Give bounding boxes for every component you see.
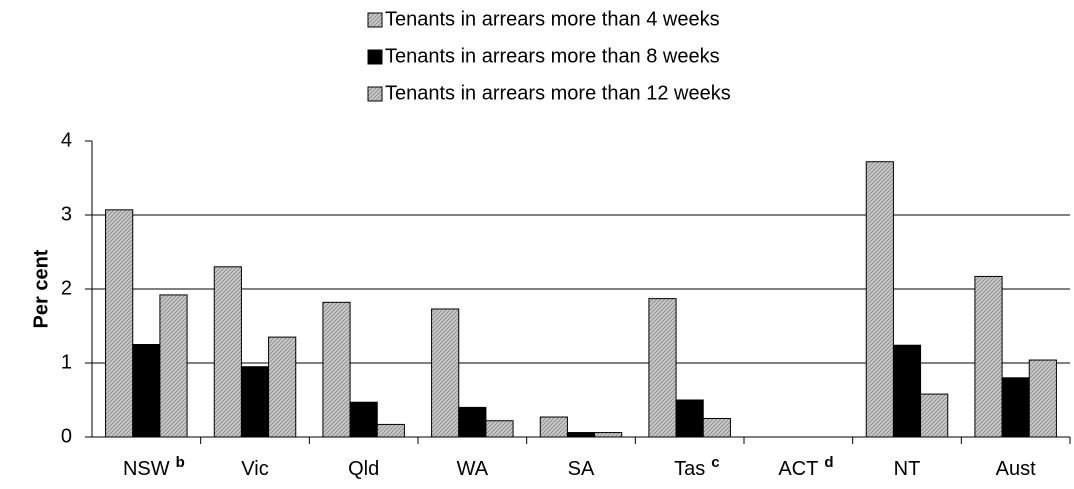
category-note: c xyxy=(711,454,719,471)
bar xyxy=(322,301,351,438)
bar xyxy=(974,275,1003,438)
bar xyxy=(675,399,704,438)
legend-label: Tenants in arrears more than 8 weeks xyxy=(385,45,720,67)
y-tick-label: 1 xyxy=(61,351,72,373)
bar xyxy=(1028,359,1057,438)
y-tick-label: 2 xyxy=(61,277,72,299)
bar xyxy=(485,420,514,438)
bar xyxy=(566,432,596,438)
category-note: d xyxy=(824,454,833,471)
y-axis-label: Per cent xyxy=(30,249,52,328)
bar xyxy=(594,432,623,438)
y-tick-label: 0 xyxy=(61,425,72,447)
bar xyxy=(132,344,161,438)
bar xyxy=(648,298,677,438)
bar xyxy=(458,406,487,438)
category-note: b xyxy=(176,454,185,471)
y-tick-label: 3 xyxy=(61,203,72,225)
bar xyxy=(539,416,568,438)
bar xyxy=(865,161,894,438)
bar xyxy=(892,344,922,438)
legend-label: Tenants in arrears more than 4 weeks xyxy=(385,8,720,30)
x-tick-label: NSW xyxy=(123,458,170,480)
bar xyxy=(702,418,731,438)
bar xyxy=(1001,377,1030,438)
bar xyxy=(105,209,134,438)
x-tick-label: Qld xyxy=(348,458,379,480)
x-tick-label: NT xyxy=(894,458,921,480)
x-tick-label: ACT xyxy=(778,458,818,480)
bar xyxy=(376,423,405,438)
bar xyxy=(268,336,297,438)
bar xyxy=(159,294,188,438)
bar xyxy=(240,366,270,438)
bar xyxy=(213,266,242,438)
legend-swatch xyxy=(367,12,383,28)
x-tick-label: Aust xyxy=(996,458,1036,480)
x-tick-label: Vic xyxy=(241,458,268,480)
bar xyxy=(431,308,460,438)
legend-swatch xyxy=(367,86,383,102)
bar xyxy=(349,401,378,438)
x-tick-label: Tas xyxy=(674,458,705,480)
legend-label: Tenants in arrears more than 12 weeks xyxy=(385,82,731,104)
x-tick-label: WA xyxy=(457,458,489,480)
legend-swatch xyxy=(367,49,383,65)
bar xyxy=(920,393,949,438)
y-tick-label: 4 xyxy=(61,129,72,151)
x-tick-label: SA xyxy=(568,458,595,480)
